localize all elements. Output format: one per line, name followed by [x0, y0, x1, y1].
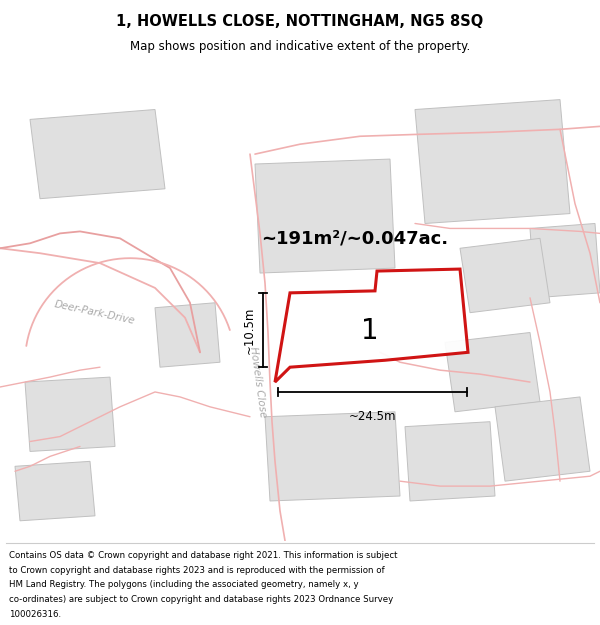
Polygon shape: [275, 269, 468, 382]
Polygon shape: [25, 377, 115, 451]
Polygon shape: [460, 238, 550, 312]
Text: ~10.5m: ~10.5m: [242, 306, 256, 354]
Polygon shape: [15, 461, 95, 521]
Text: ~24.5m: ~24.5m: [349, 410, 396, 422]
Text: Deer-Park-Drive: Deer-Park-Drive: [53, 299, 136, 326]
Text: 1, HOWELLS CLOSE, NOTTINGHAM, NG5 8SQ: 1, HOWELLS CLOSE, NOTTINGHAM, NG5 8SQ: [116, 14, 484, 29]
Text: Contains OS data © Crown copyright and database right 2021. This information is : Contains OS data © Crown copyright and d…: [9, 551, 398, 560]
Text: 100026316.: 100026316.: [9, 610, 61, 619]
Text: ~191m²/~0.047ac.: ~191m²/~0.047ac.: [262, 229, 449, 248]
Polygon shape: [30, 109, 165, 199]
Polygon shape: [530, 224, 600, 298]
Polygon shape: [445, 332, 540, 412]
Text: HM Land Registry. The polygons (including the associated geometry, namely x, y: HM Land Registry. The polygons (includin…: [9, 580, 359, 589]
Polygon shape: [405, 422, 495, 501]
Text: Map shows position and indicative extent of the property.: Map shows position and indicative extent…: [130, 39, 470, 52]
Text: 1: 1: [361, 316, 379, 344]
Text: Howells Close: Howells Close: [248, 346, 268, 418]
Polygon shape: [495, 397, 590, 481]
Polygon shape: [265, 412, 400, 501]
Polygon shape: [255, 159, 395, 273]
Polygon shape: [415, 99, 570, 224]
Text: co-ordinates) are subject to Crown copyright and database rights 2023 Ordnance S: co-ordinates) are subject to Crown copyr…: [9, 595, 393, 604]
Text: to Crown copyright and database rights 2023 and is reproduced with the permissio: to Crown copyright and database rights 2…: [9, 566, 385, 574]
Polygon shape: [155, 302, 220, 368]
